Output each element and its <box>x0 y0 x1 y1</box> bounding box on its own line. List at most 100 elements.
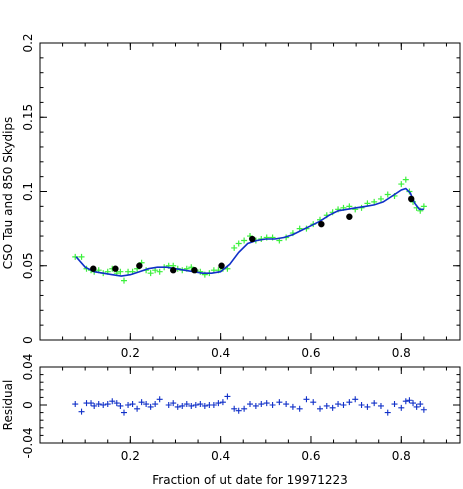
cso-tau-point <box>377 195 384 202</box>
residual-point <box>289 403 296 410</box>
residual-point <box>296 405 303 412</box>
skydip-point <box>346 213 353 220</box>
residual-point <box>247 401 253 408</box>
residual-y-tick-label: -0.04 <box>21 427 35 458</box>
residual-point <box>303 396 310 403</box>
residual-x-tick-label: 0.8 <box>392 449 411 463</box>
skydip-point <box>408 195 415 203</box>
residual-point <box>241 405 248 412</box>
cso-tau-point <box>72 253 79 260</box>
main-y-tick-label: 0.1 <box>21 182 35 201</box>
residual-point <box>134 405 141 412</box>
residual-point <box>138 399 145 406</box>
residual-point <box>219 399 226 406</box>
residual-point <box>364 403 371 410</box>
residual-x-tick-label: 0.6 <box>301 449 320 463</box>
residual-panel: 0.2 0.4 0.6 0.8 -0.04 0 0.04 <box>21 354 461 463</box>
residual-point <box>231 405 238 412</box>
residual-point <box>235 407 242 414</box>
residual-point <box>391 401 398 408</box>
cso-tau-point <box>398 181 405 188</box>
main-y-axis-label: CSO Tau and 850 Skydips <box>1 117 15 270</box>
skydip-point <box>191 267 198 274</box>
cso-tau-point <box>121 277 127 284</box>
residual-point <box>283 401 290 408</box>
residual-point <box>117 402 124 409</box>
skydip-point <box>136 262 143 269</box>
main-panel: 0.2 0.4 0.6 0.8 0 0.05 0.1 0.15 0.2 <box>21 33 461 360</box>
skydip-point <box>218 262 225 269</box>
skydip-point <box>249 235 256 243</box>
residual-point <box>329 404 336 411</box>
residual-point <box>417 401 424 408</box>
skydip-point <box>112 265 119 272</box>
residual-point <box>125 402 132 408</box>
residual-point <box>170 400 177 407</box>
residual-y-axis-label: Residual <box>1 380 15 431</box>
residual-point <box>340 402 347 408</box>
cso-tau-point <box>241 237 248 244</box>
residual-point <box>317 405 323 412</box>
cso-tau-point <box>117 268 124 275</box>
residual-point <box>156 396 163 403</box>
residual-point <box>72 401 79 408</box>
cso-tau-point <box>156 268 163 275</box>
residual-point <box>269 402 276 408</box>
residual-point <box>323 402 330 409</box>
residual-point <box>252 402 259 409</box>
residual-point <box>406 397 413 404</box>
residual-point <box>143 401 150 408</box>
main-y-tick-label: 0.05 <box>21 252 35 279</box>
residual-point <box>346 399 353 406</box>
residual-point <box>78 408 85 415</box>
residual-point <box>88 400 95 407</box>
residual-point <box>192 402 199 408</box>
residual-point <box>179 402 186 409</box>
residual-point <box>109 398 116 405</box>
residual-point <box>215 400 222 407</box>
residual-point <box>188 402 195 409</box>
cso-tau-point <box>371 198 378 205</box>
residual-point <box>377 402 384 409</box>
residual-point <box>410 400 417 407</box>
residual-point <box>402 398 409 405</box>
residual-point <box>413 403 420 410</box>
residual-y-tick-label: 0 <box>21 401 35 409</box>
residual-point <box>276 399 283 406</box>
residual-point <box>371 400 378 407</box>
residual-point <box>113 400 120 407</box>
residual-point <box>310 399 317 406</box>
residual-point <box>95 401 102 408</box>
main-x-tick-label: 0.4 <box>211 346 230 360</box>
skydip-point <box>318 220 325 228</box>
main-x-tick-label: 0.8 <box>392 346 411 360</box>
residual-point <box>224 393 231 400</box>
residual-point <box>152 401 159 408</box>
main-x-tick-label: 0.6 <box>301 346 320 360</box>
main-x-tick-label: 0.2 <box>121 346 140 360</box>
residual-point <box>100 402 107 408</box>
cso-tau-point <box>231 244 238 251</box>
cso-tau-point <box>384 191 391 198</box>
residual-point <box>384 409 391 416</box>
residual-x-tick-label: 0.2 <box>121 449 140 463</box>
residual-point <box>91 402 98 409</box>
residual-point <box>104 401 111 408</box>
cso-tau-point <box>78 253 85 260</box>
residual-point <box>398 404 405 411</box>
skydip-point <box>90 265 97 272</box>
residual-point <box>358 402 365 408</box>
main-y-tick-label: 0.15 <box>21 104 35 131</box>
residual-point <box>147 403 154 410</box>
cso-tau-point <box>147 270 154 277</box>
residual-point <box>352 396 359 403</box>
residual-point <box>197 401 204 408</box>
residual-x-tick-label: 0.4 <box>211 449 230 463</box>
residual-point <box>258 401 265 408</box>
main-y-tick-label: 0.2 <box>21 33 35 52</box>
residual-point <box>121 409 127 416</box>
residual-point <box>201 402 208 409</box>
residual-point <box>210 402 217 408</box>
residual-point <box>165 402 172 408</box>
